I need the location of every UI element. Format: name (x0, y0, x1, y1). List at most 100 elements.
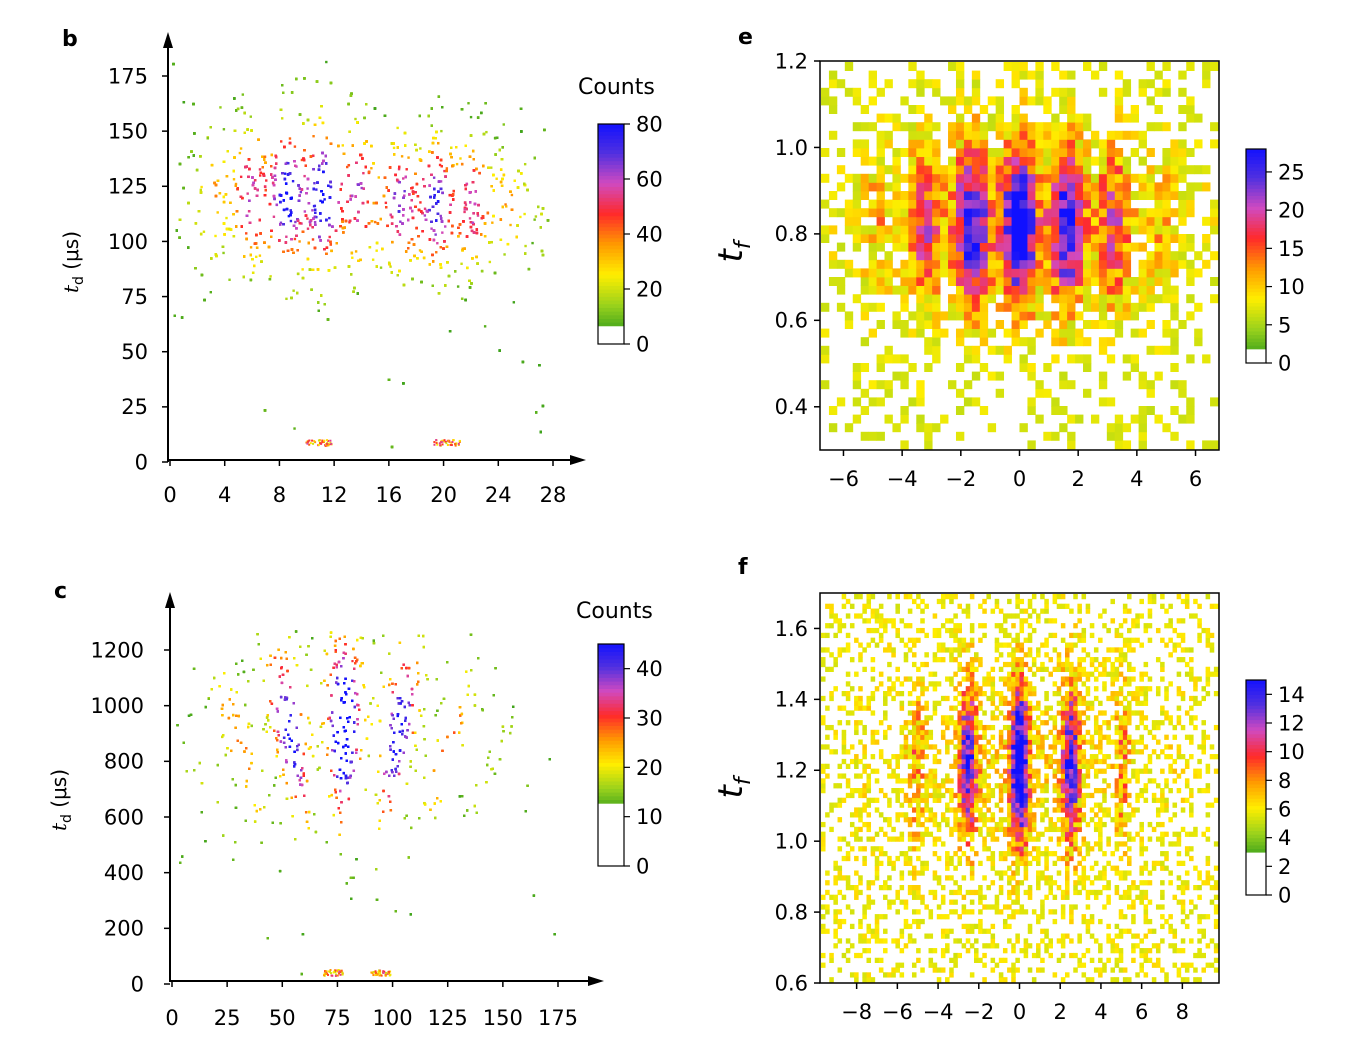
heatmap-cell (307, 241, 310, 245)
heatmap-cell (325, 136, 328, 140)
heatmap-cell (302, 157, 305, 160)
heatmap-cell (439, 158, 443, 162)
heatmap-cell (248, 221, 252, 224)
heatmap-cell (239, 175, 243, 179)
heatmap-cell (423, 214, 427, 217)
heatmap-cell (308, 220, 312, 224)
heatmap-cell (403, 131, 407, 135)
heatmap-cell (270, 153, 273, 157)
heatmap-cell (404, 250, 408, 253)
heatmap-cell (396, 230, 400, 233)
heatmap-cell (499, 218, 503, 221)
heatmap-cell (322, 440, 325, 443)
heatmap-cell (316, 181, 319, 184)
heatmap-cell (488, 260, 492, 264)
heatmap-cell (414, 172, 417, 175)
heatmap-cell (263, 158, 266, 161)
heatmap-cell (503, 253, 506, 256)
heatmap-cell (495, 177, 498, 180)
heatmap-cell (287, 214, 291, 218)
heatmap-cell (297, 199, 301, 202)
heatmap-cell (370, 144, 373, 148)
heatmap-cell (298, 113, 302, 116)
heatmap-cell (273, 174, 277, 177)
heatmap-cell (235, 225, 238, 228)
heatmap-cell (312, 167, 315, 171)
heatmap-cell (255, 246, 259, 249)
heatmap-cell (263, 155, 267, 158)
heatmap-cell (283, 172, 287, 175)
heatmap-cell (253, 242, 257, 245)
heatmap-cell (305, 441, 308, 444)
heatmap-cell (328, 235, 331, 239)
heatmap-cell (257, 138, 260, 141)
heatmap-cell (318, 164, 321, 168)
heatmap-cell (351, 256, 354, 259)
heatmap-cell (268, 202, 272, 206)
heatmap-cell (289, 209, 292, 212)
heatmap-cell (210, 257, 213, 260)
heatmap-cell (523, 182, 526, 186)
heatmap-cell (293, 145, 297, 148)
heatmap-cell (447, 439, 450, 442)
heatmap-cell (439, 187, 443, 191)
heatmap-cell (314, 211, 317, 214)
heatmap-cell (396, 146, 399, 149)
heatmap-cell (348, 221, 351, 224)
heatmap-cell (343, 226, 346, 229)
heatmap-cell (303, 174, 306, 178)
heatmap-cell (319, 442, 322, 445)
heatmap-cell (439, 266, 443, 269)
y-tick-label: 100 (108, 230, 148, 254)
heatmap-cell (428, 263, 431, 266)
heatmap-cell (281, 84, 284, 87)
heatmap-cell (388, 166, 392, 169)
heatmap-cell (463, 201, 467, 204)
heatmap-cell (321, 441, 324, 444)
heatmap-cell (317, 301, 320, 304)
heatmap-cell (297, 184, 300, 187)
heatmap-cell (452, 189, 455, 193)
heatmap-cell (232, 235, 236, 238)
heatmap-cell (325, 162, 328, 165)
heatmap-cell (335, 242, 338, 245)
heatmap-cell (214, 234, 217, 238)
heatmap-cell (510, 208, 514, 211)
heatmap-cell (258, 218, 261, 222)
heatmap-cell (451, 164, 454, 168)
heatmap-cell (464, 298, 467, 302)
heatmap-cell (449, 152, 452, 156)
heatmap-cell (430, 124, 433, 127)
heatmap-cell (267, 245, 271, 249)
heatmap-cell (386, 224, 389, 228)
heatmap-cell (357, 259, 360, 262)
heatmap-cell (440, 220, 444, 223)
heatmap-cell (235, 109, 238, 112)
heatmap-cell (308, 439, 311, 442)
heatmap-cell (500, 184, 504, 187)
heatmap-cell (282, 223, 285, 226)
heatmap-cell (501, 146, 504, 149)
heatmap-cell (416, 195, 420, 198)
heatmap-cell (392, 146, 396, 150)
heatmap-cell (465, 182, 469, 186)
heatmap-cell (393, 153, 396, 156)
heatmap-cell (245, 237, 248, 241)
heatmap-cell (415, 148, 418, 152)
heatmap-cell (439, 246, 442, 249)
heatmap-cell (533, 156, 536, 160)
heatmap-cell (289, 213, 292, 217)
heatmap-cell (322, 159, 325, 163)
heatmap-cell (414, 143, 417, 146)
x-tick-label: 0 (163, 483, 176, 507)
x-tick-label: 12 (321, 483, 348, 507)
heatmap-cell (475, 228, 479, 231)
heatmap-cell (253, 179, 257, 182)
heatmap-cell (264, 161, 267, 164)
heatmap-cell (499, 238, 503, 241)
heatmap-cell (540, 212, 543, 216)
heatmap-cell (385, 206, 388, 209)
heatmap-cell (313, 208, 317, 211)
heatmap-cell (396, 274, 399, 277)
heatmap-cell (319, 239, 322, 242)
